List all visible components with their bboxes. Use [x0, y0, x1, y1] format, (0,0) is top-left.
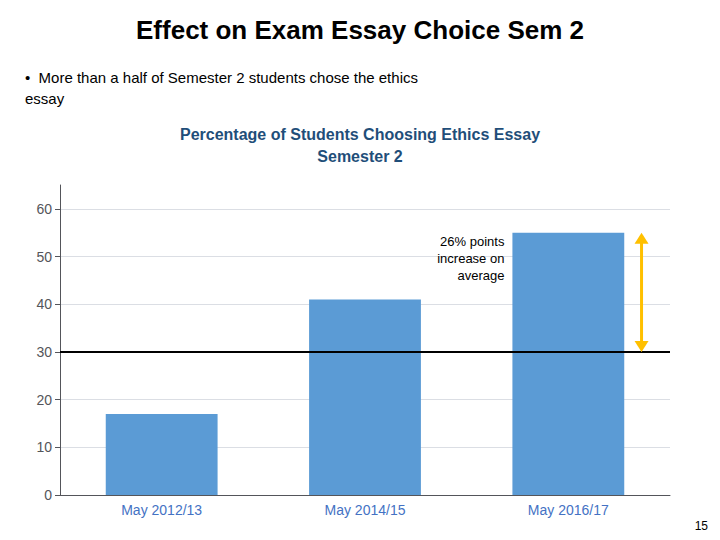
svg-text:50: 50	[36, 249, 52, 265]
svg-text:26% points: 26% points	[440, 234, 505, 249]
svg-text:Semester 2: Semester 2	[317, 148, 402, 165]
svg-text:May 2012/13: May 2012/13	[121, 502, 202, 518]
svg-text:Percentage of Students Choosin: Percentage of Students Choosing Ethics E…	[180, 126, 540, 143]
svg-text:0: 0	[44, 487, 52, 503]
svg-text:May 2014/15: May 2014/15	[325, 502, 406, 518]
svg-text:essay: essay	[25, 90, 65, 107]
svg-text:60: 60	[36, 201, 52, 217]
svg-text:average: average	[457, 268, 504, 283]
svg-text:30: 30	[36, 344, 52, 360]
svg-text:Effect on Exam Essay Choice Se: Effect on Exam Essay Choice Sem 2	[136, 15, 584, 45]
svg-text:increase on: increase on	[437, 251, 504, 266]
svg-text:15: 15	[695, 519, 709, 533]
svg-text:10: 10	[36, 439, 52, 455]
svg-text:• More than a half of Semeste: • More than a half of Semester 2 student…	[25, 69, 418, 86]
svg-text:May 2016/17: May 2016/17	[528, 502, 609, 518]
svg-text:40: 40	[36, 296, 52, 312]
svg-text:20: 20	[36, 392, 52, 408]
